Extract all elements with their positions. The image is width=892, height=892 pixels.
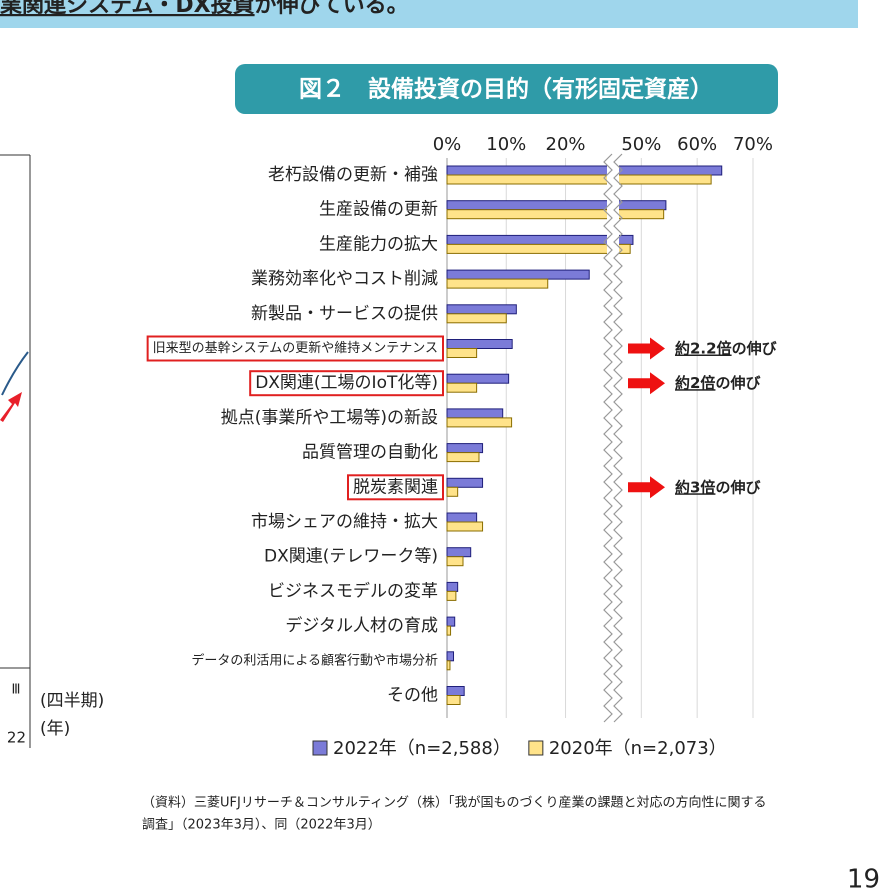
- bar: [446, 547, 472, 558]
- bar: [446, 382, 478, 393]
- legend-label: 2020年（n=2,073）: [549, 738, 727, 759]
- bar: [446, 165, 723, 176]
- category-label: 生産設備の更新: [319, 200, 438, 220]
- bar: [446, 651, 455, 662]
- legend-swatch: [528, 740, 544, 756]
- x-tick-label: 0%: [433, 134, 462, 155]
- bar: [446, 521, 484, 532]
- category-label: 脱炭素関連: [353, 477, 438, 497]
- annotation-text: の伸び: [715, 478, 760, 496]
- annotation-underlined: 約2倍: [675, 374, 715, 392]
- annotation-underlined: 約2.2倍: [675, 339, 732, 357]
- banner-bold: 業関連システム・DX投資: [0, 0, 255, 18]
- banner-text: 業関連システム・DX投資が伸びている。: [0, 0, 409, 18]
- bar: [446, 348, 478, 358]
- legend-label: 2022年（n=2,588）: [333, 738, 511, 759]
- category-label: デジタル人材の育成: [285, 615, 438, 636]
- x-tick-label: 20%: [546, 134, 586, 155]
- annotation-text: の伸び: [715, 374, 760, 392]
- legend-swatch: [312, 740, 328, 756]
- bar: [446, 269, 590, 280]
- x-tick-label: 60%: [677, 134, 717, 155]
- annotation-underlined: 約3倍: [675, 478, 715, 496]
- bar: [446, 278, 549, 289]
- chart-title: 図２ 設備投資の目的（有形固定資産）: [299, 76, 713, 103]
- annotation-arrow: [628, 372, 665, 395]
- bar: [446, 452, 480, 463]
- title-box: [235, 64, 778, 114]
- bar: [446, 486, 459, 497]
- category-label: 拠点(事業所や工場等)の新設: [221, 408, 438, 428]
- bar: [446, 243, 631, 254]
- category-label: 品質管理の自動化: [302, 443, 438, 463]
- left-quarter: Ⅲ: [12, 683, 21, 698]
- bar: [446, 313, 507, 324]
- left-year: 22: [7, 729, 26, 747]
- category-label: DX関連(工場のIoT化等): [255, 373, 438, 393]
- category-label: 新製品・サービスの提供: [251, 304, 438, 324]
- category-label: 市場シェアの維持・拡大: [251, 512, 438, 532]
- category-label: 生産能力の拡大: [319, 234, 438, 254]
- page-number: 19: [847, 865, 880, 892]
- source-line: （資料）三菱UFJリサーチ＆コンサルティング（株）「我が国ものづくり産業の課題と…: [142, 795, 767, 811]
- bar: [446, 686, 465, 696]
- x-tick-label: 70%: [733, 134, 773, 155]
- banner: [0, 0, 858, 28]
- annotation-arrow: [628, 337, 665, 360]
- bar: [446, 443, 484, 454]
- axis-break: [603, 153, 613, 723]
- bar: [446, 556, 464, 567]
- annotation: 約3倍の伸び: [675, 478, 760, 496]
- bar: [446, 581, 459, 592]
- left-quarter-label: (四半期): [40, 691, 104, 711]
- bar: [446, 616, 456, 627]
- source-line: 調査」（2023年3月）、同（2022年3月）: [142, 818, 381, 833]
- category-label: 旧来型の基幹システムの更新や維持メンテナンス: [153, 340, 438, 356]
- bar: [446, 417, 513, 428]
- bar: [446, 373, 510, 384]
- left-arrow: [0, 392, 22, 422]
- x-tick-label: 50%: [621, 134, 661, 155]
- highlight-box: [146, 335, 444, 362]
- axis-break: [613, 153, 623, 723]
- bar: [446, 660, 451, 671]
- bar: [446, 339, 513, 349]
- bar: [446, 304, 517, 315]
- highlight-box: [347, 474, 444, 501]
- bar: [446, 695, 461, 705]
- bar: [446, 200, 667, 211]
- chart: 0% 10% 20% 50% 60% 70% 老朽設備の更新・補強生産設備の更新生産能力の拡…: [146, 134, 777, 759]
- category-label: データの利活用による顧客行動や市場分析: [191, 652, 438, 668]
- left-curve: [1, 351, 29, 396]
- annotation-text: の伸び: [732, 339, 777, 357]
- category-label: ビジネスモデルの変革: [268, 580, 438, 601]
- category-label: 老朽設備の更新・補強: [268, 165, 438, 185]
- banner-rest: が伸びている。: [255, 0, 409, 18]
- bar: [446, 174, 712, 185]
- bar: [446, 590, 457, 601]
- left-year-label: (年): [40, 719, 70, 739]
- bar: [446, 408, 504, 419]
- bar: [446, 512, 478, 523]
- annotation: 約2倍の伸び: [675, 374, 760, 392]
- annotation-arrow: [628, 476, 665, 499]
- bar: [446, 209, 665, 220]
- bar: [446, 477, 484, 488]
- annotation: 約2.2倍の伸び: [675, 339, 777, 357]
- category-label: 業務効率化やコスト削減: [251, 269, 438, 289]
- highlight-box: [249, 370, 444, 397]
- category-label: その他: [387, 686, 438, 706]
- category-label: DX関連(テレワーク等): [264, 547, 438, 567]
- x-tick-label: 10%: [486, 134, 526, 155]
- bar: [446, 625, 452, 636]
